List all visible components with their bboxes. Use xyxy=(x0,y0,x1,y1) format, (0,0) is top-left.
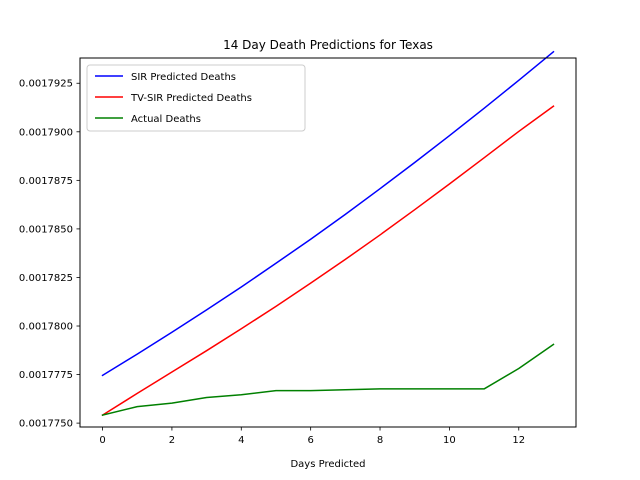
x-axis: 0 2 4 6 8 10 12 xyxy=(99,427,525,446)
chart-title: 14 Day Death Predictions for Texas xyxy=(223,38,433,52)
y-tick-label: 0.0017775 xyxy=(19,370,73,381)
y-tick-label: 0.0017875 xyxy=(19,176,73,187)
legend: SIR Predicted Deaths TV-SIR Predicted Dea… xyxy=(86,64,306,132)
series-line-2 xyxy=(101,343,555,417)
legend-label-1: TV-SIR Predicted Deaths xyxy=(130,93,252,104)
x-tick-label: 8 xyxy=(377,435,383,446)
x-tick-label: 10 xyxy=(443,435,456,446)
y-tick-label: 0.0017900 xyxy=(19,127,73,138)
y-tick-label: 0.0017750 xyxy=(19,419,73,430)
x-axis-label: Days Predicted xyxy=(290,459,365,470)
y-tick-label: 0.0017825 xyxy=(19,273,73,284)
x-tick-label: 4 xyxy=(238,435,244,446)
plot-lines xyxy=(101,50,555,417)
y-tick-label: 0.0017800 xyxy=(19,322,73,333)
series-line-0 xyxy=(101,50,555,377)
plot-frame xyxy=(79,57,577,428)
x-tick-label: 0 xyxy=(99,435,105,446)
x-tick-label: 6 xyxy=(307,435,313,446)
y-axis: 0.0017750 0.0017775 0.0017800 0.0017825 0.00… xyxy=(19,79,80,430)
x-tick-label: 2 xyxy=(169,435,175,446)
series-line-1 xyxy=(101,105,555,417)
y-tick-label: 0.0017850 xyxy=(19,224,73,235)
legend-box xyxy=(86,64,306,132)
legend-label-2: Actual Deaths xyxy=(131,114,201,125)
y-tick-label: 0.0017925 xyxy=(19,79,73,90)
legend-label-0: SIR Predicted Deaths xyxy=(131,72,236,83)
x-tick-label: 12 xyxy=(512,435,525,446)
